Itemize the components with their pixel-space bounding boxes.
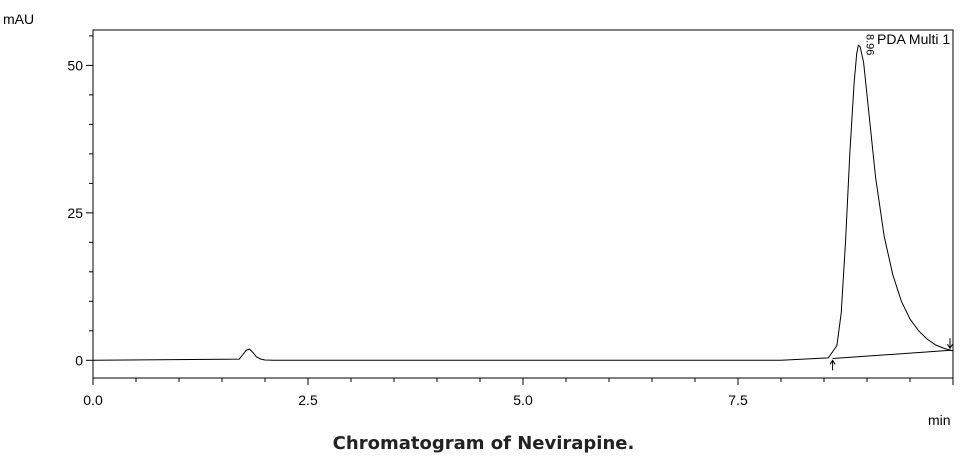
integration-markers [829,338,953,371]
integration-baseline [832,349,952,360]
peak-retention-label: 8.96 [864,34,876,55]
x-tick-label: 2.5 [298,392,318,408]
x-tick-label: 7.5 [728,392,748,408]
legend-label: PDA Multi 1 [877,31,950,47]
plot-frame [92,29,954,379]
x-axis-label: min [928,412,951,428]
y-tick-label: 25 [67,205,83,221]
y-axis-ticks: 0 25 50 [67,35,93,368]
x-tick-label: 0.0 [83,392,103,408]
y-axis-label: mAU [3,11,34,27]
x-tick-label: 5.0 [513,392,533,408]
integration-end-arrowhead [947,344,953,350]
y-tick-label: 0 [75,352,83,368]
y-tick-label: 50 [67,57,83,73]
x-axis-ticks: 0.0 2.5 5.0 7.5 [83,378,954,408]
figure-caption: Chromatogram of Nevirapine. [332,433,635,454]
chromatogram-trace [92,44,954,361]
integration-start-arrowhead [829,359,836,365]
